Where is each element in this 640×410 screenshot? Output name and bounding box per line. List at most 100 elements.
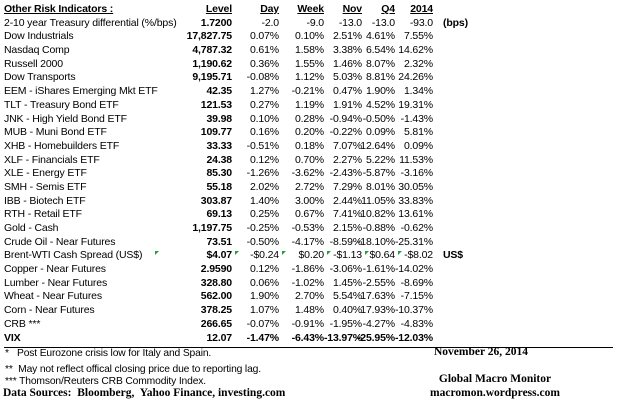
cell-2014: 19.31% <box>398 98 433 111</box>
cell-2014: 13.61% <box>398 208 433 221</box>
column-header-2014: 2014 <box>410 3 433 15</box>
data-sources-line: Data Sources: Bloomberg, Yahoo Finance, … <box>3 387 286 399</box>
comment-marker-icon <box>327 251 331 256</box>
column-header-nov: Nov <box>342 3 363 15</box>
cell-q4: -25.95% <box>356 331 395 344</box>
cell-nov: -0.22% <box>329 126 363 139</box>
cell-q4: 0.09% <box>365 126 395 139</box>
table-row: Lumber - Near Futures 328.80 0.06% -1.02… <box>4 277 636 291</box>
row-label: Russell 2000 <box>4 57 63 70</box>
cell-day: 2.02% <box>249 180 279 193</box>
table-row: 2-10 year Treasury differential (%/bps) … <box>4 17 636 31</box>
comment-marker-icon <box>155 251 159 256</box>
cell-2014: -1.43% <box>400 112 434 125</box>
cell-nov: -3.06% <box>329 263 363 276</box>
cell-2014: 24.26% <box>398 71 433 84</box>
row-label: XHB - Homebuilders ETF <box>4 139 120 152</box>
cell-day: 0.36% <box>249 57 279 70</box>
cell-level: 1,190.62 <box>192 57 232 70</box>
cell-level: $4.07 <box>154 249 234 263</box>
cell-day: -0.25% <box>246 222 280 234</box>
cell-level: 55.18 <box>206 180 232 193</box>
cell-nov: -1.95% <box>329 317 363 330</box>
cell-week: 0.70% <box>294 153 324 166</box>
cell-week: -0.91% <box>291 317 325 330</box>
cell-week: -1.86% <box>291 263 325 276</box>
row-label: RTH - Retail ETF <box>4 208 82 221</box>
cell-nov: 5.03% <box>332 71 362 84</box>
cell-nov: 3.38% <box>332 44 362 57</box>
cell-level: 109.77 <box>200 126 232 139</box>
comment-marker-icon <box>282 251 286 256</box>
cell-week: 0.20% <box>294 126 324 139</box>
brand-name: Global Macro Monitor <box>438 373 552 385</box>
table-bottom-rule <box>4 347 613 349</box>
cell-q4: 1.90% <box>365 85 395 98</box>
row-label: 2-10 year Treasury differential (%/bps) <box>4 16 177 29</box>
cell-level: 303.87 <box>200 194 232 207</box>
cell-nov: 0.40% <box>332 304 362 317</box>
footnote-2: ** May not reflect offical closing price… <box>5 364 261 375</box>
cell-nov: 7.29% <box>332 180 362 193</box>
cell-q4: 12.64% <box>360 139 395 152</box>
table-row: Corn - Near Futures 378.25 1.07% 1.48% 0… <box>4 304 636 318</box>
cell-nov: 2.44% <box>332 194 362 207</box>
cell-day: 0.10% <box>249 112 279 125</box>
cell-day: 0.16% <box>249 126 279 139</box>
table-row: EEM - iShares Emerging Mkt ETF 42.35 1.2… <box>4 85 636 99</box>
cell-nov: -2.43% <box>329 167 363 180</box>
row-label: SMH - Semis ETF <box>4 180 87 193</box>
cell-2014: 33.83% <box>398 194 433 207</box>
cell-q4: 5.22% <box>365 153 395 166</box>
cell-week: -6.43% <box>291 331 325 344</box>
cell-nov: 2.15% <box>332 222 362 234</box>
cell-q4: 4.61% <box>365 30 395 43</box>
cell-day: 1.40% <box>249 194 279 207</box>
cell-week: -4.17% <box>291 235 325 248</box>
cell-q4: -2.55% <box>362 276 396 289</box>
cell-nov: 2.27% <box>332 153 362 166</box>
brand-url[interactable]: macromon.wordpress.com <box>430 387 560 399</box>
cell-q4: $0.64 <box>364 249 397 263</box>
risk-indicators-table: Other Risk Indicators : Level Day Week N… <box>4 3 636 349</box>
cell-day: 0.12% <box>249 263 279 276</box>
cell-level: 4,787.32 <box>192 44 232 57</box>
footnote-3: *** Thomson/Reuters CRB Commodity Index. <box>5 376 206 387</box>
cell-2014: -0.62% <box>400 222 434 234</box>
cell-week: 1.12% <box>294 71 324 84</box>
cell-week: -9.0 <box>306 16 325 29</box>
cell-level: 328.80 <box>200 276 232 289</box>
cell-level: 12.07 <box>206 331 232 344</box>
cell-q4: 8.81% <box>365 71 395 84</box>
row-label: EEM - iShares Emerging Mkt ETF <box>4 85 158 98</box>
cell-day: 0.12% <box>249 153 279 166</box>
cell-q4: 10.82% <box>360 208 395 221</box>
row-label: TLT - Treasury Bond ETF <box>4 98 119 111</box>
cell-2014: -12.03% <box>394 331 433 344</box>
table-row: Dow Industrials 17,827.75 0.07% 0.10% 2.… <box>4 30 636 44</box>
cell-day: -$0.24 <box>234 249 281 263</box>
cell-day: 1.90% <box>249 290 279 303</box>
row-label: JNK - High Yield Bond ETF <box>4 112 127 125</box>
cell-note: (bps) <box>443 16 468 29</box>
column-header-week: Week <box>297 3 324 15</box>
cell-nov: 2.51% <box>332 30 362 43</box>
cell-nov: -13.97% <box>323 331 362 344</box>
column-header-day: Day <box>260 3 279 15</box>
table-row: Dow Transports 9,195.71 -0.08% 1.12% 5.0… <box>4 71 636 85</box>
table-body: 2-10 year Treasury differential (%/bps) … <box>4 17 636 346</box>
table-title: Other Risk Indicators : <box>4 3 114 15</box>
cell-day: 0.27% <box>249 98 279 111</box>
cell-day: -0.08% <box>246 71 280 84</box>
table-row: Wheat - Near Futures 562.00 1.90% 2.70% … <box>4 290 636 304</box>
table-row: Brent-WTI Cash Spread (US$) $4.07 -$0.24… <box>4 249 636 263</box>
table-row: SMH - Semis ETF 55.18 2.02% 2.72% 7.29% … <box>4 181 636 195</box>
table-row: MUB - Muni Bond ETF 109.77 0.16% 0.20% -… <box>4 126 636 140</box>
cell-2014: -14.02% <box>394 263 433 276</box>
cell-2014: 30.05% <box>398 180 433 193</box>
table-row: Gold - Cash 1,197.75 -0.25% -0.53% 2.15%… <box>4 222 636 236</box>
table-row: XHB - Homebuilders ETF 33.33 -0.51% 0.18… <box>4 140 636 154</box>
cell-2014: -93.0 <box>409 16 433 29</box>
table-row: IBB - Biotech ETF 303.87 1.40% 3.00% 2.4… <box>4 195 636 209</box>
table-row: CRB *** 266.65 -0.07% -0.91% -1.95% -4.2… <box>4 318 636 332</box>
